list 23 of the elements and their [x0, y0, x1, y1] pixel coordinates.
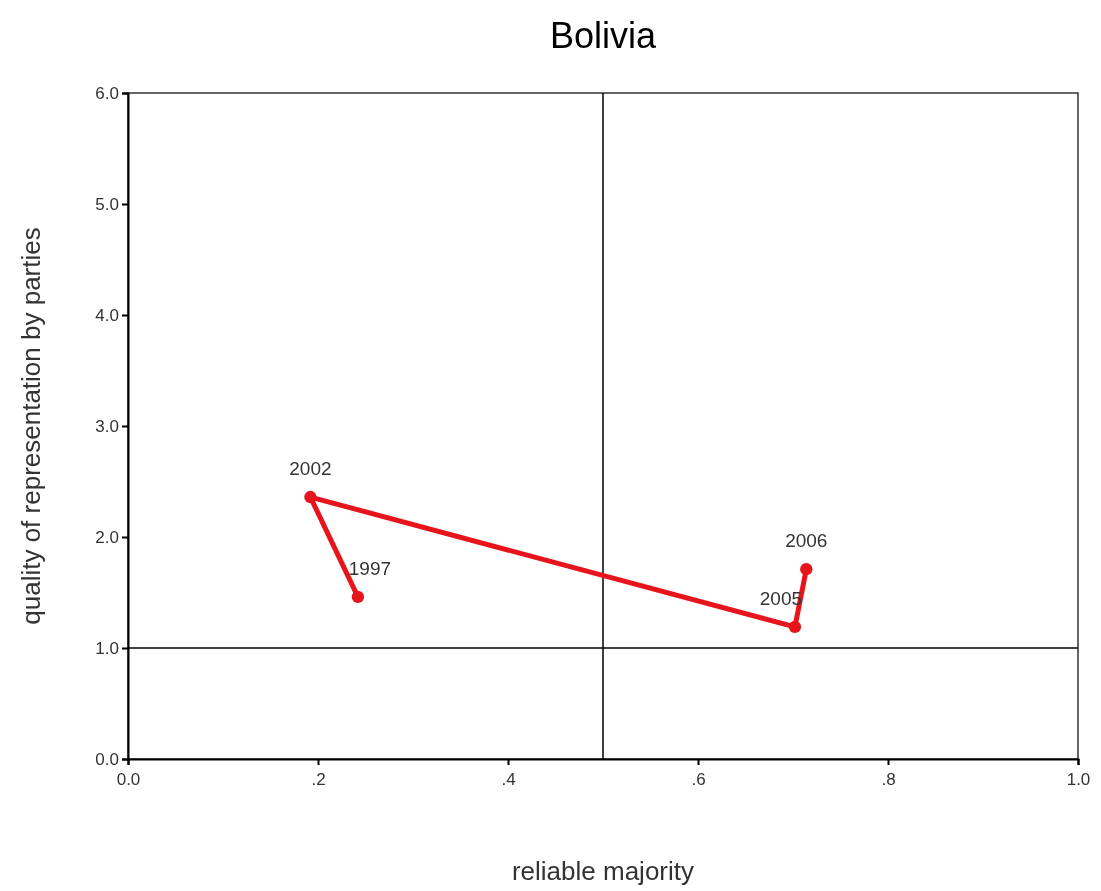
y-axis-title: quality of representation by parties: [16, 227, 46, 625]
annotation: 1997: [348, 557, 392, 579]
y-tick-label: 0.0: [95, 749, 119, 769]
y-tick-label: 5.0: [95, 194, 119, 214]
annotation: 2002: [289, 458, 332, 480]
x-tick-label: .8: [881, 770, 896, 789]
x-tick-label: .2: [311, 770, 326, 789]
point: [788, 620, 802, 634]
y-tick-label: 4.0: [95, 305, 119, 325]
point: [304, 490, 317, 504]
annotation: 2006: [785, 530, 828, 552]
y-tick-label: 6.0: [95, 83, 119, 103]
chart-title: Bolivia: [549, 15, 657, 56]
y-tick-label: 2.0: [95, 527, 119, 547]
x-tick-label: .6: [691, 770, 706, 789]
x-tick-label: .4: [501, 770, 516, 789]
x-tick-label: 1.0: [1066, 770, 1091, 789]
y-tick-label: 1.0: [95, 638, 119, 658]
point: [800, 563, 813, 576]
x-tick-label: 0.0: [116, 770, 141, 789]
x-axis-title: reliable majority: [511, 856, 695, 886]
point: [351, 590, 365, 604]
y-tick-label: 3.0: [95, 416, 119, 436]
